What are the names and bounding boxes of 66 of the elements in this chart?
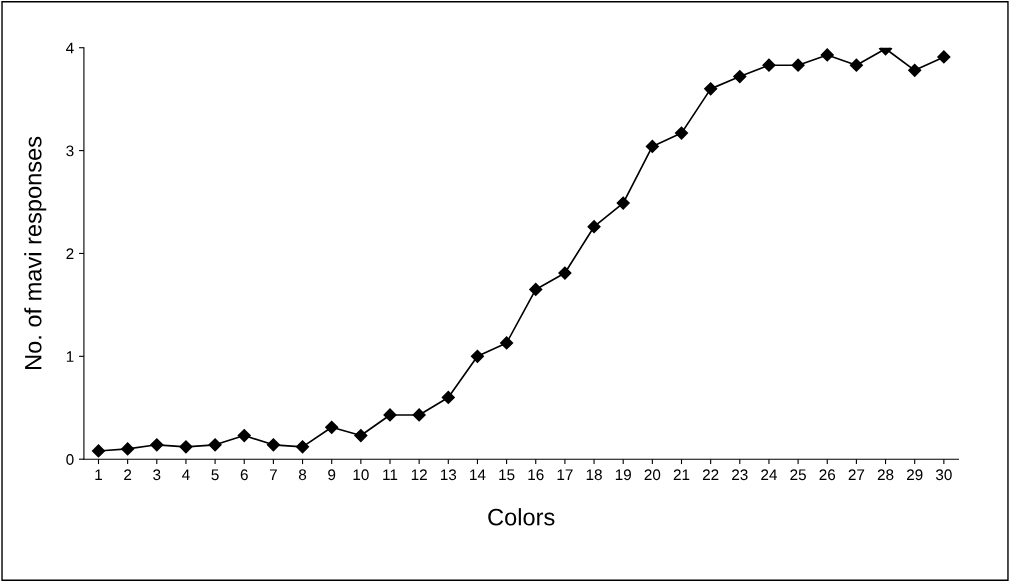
point xyxy=(237,428,251,443)
point xyxy=(558,266,572,280)
x-tick-label: 1 xyxy=(95,469,102,480)
point xyxy=(354,428,368,443)
y-tick-label: 4 xyxy=(66,42,74,54)
point xyxy=(762,58,776,72)
x-tick-label: 15 xyxy=(499,469,515,481)
point xyxy=(849,58,863,72)
point xyxy=(733,69,747,84)
point xyxy=(791,58,805,72)
x-tick-label: 23 xyxy=(732,469,748,481)
point xyxy=(295,440,310,454)
y-tick-label: 2 xyxy=(66,248,74,259)
point xyxy=(325,420,339,434)
x-tick-label: 12 xyxy=(411,469,427,480)
point xyxy=(587,220,601,234)
point xyxy=(645,139,659,154)
x-tick-label: 13 xyxy=(440,469,457,481)
point xyxy=(121,442,135,456)
x-tick-label: 7 xyxy=(269,469,277,480)
y-tick-label: 0 xyxy=(66,454,74,465)
x-tick-label: 8 xyxy=(298,469,307,481)
y-tick-label: 1 xyxy=(66,351,74,362)
point xyxy=(937,50,951,64)
point xyxy=(470,349,485,363)
x-tick-label: 9 xyxy=(328,469,336,481)
x-tick-label: 24 xyxy=(761,469,777,480)
point xyxy=(674,126,689,140)
x-tick-label: 2 xyxy=(124,469,132,480)
y-axis-title: No. of mavi responses xyxy=(24,136,47,369)
point xyxy=(704,82,718,96)
point xyxy=(529,282,543,297)
x-tick-label: 14 xyxy=(470,469,486,480)
x-tick-label: 29 xyxy=(906,469,923,481)
x-axis-title: Colors xyxy=(488,508,555,526)
point xyxy=(616,196,630,210)
x-tick-label: 6 xyxy=(240,469,248,481)
x-tick-label: 25 xyxy=(790,469,806,481)
x-tick-label: 16 xyxy=(528,469,544,481)
x-tick-label: 21 xyxy=(673,469,690,480)
x-tick-label: 17 xyxy=(557,469,573,480)
point xyxy=(820,48,834,62)
point xyxy=(441,390,455,405)
x-tick-label: 4 xyxy=(182,469,190,480)
point xyxy=(266,438,280,452)
x-tick-label: 5 xyxy=(211,469,219,481)
point xyxy=(412,408,426,422)
point xyxy=(91,444,106,458)
x-tick-label: 18 xyxy=(586,469,602,481)
x-tick-label: 26 xyxy=(819,469,836,481)
x-tick-label: 19 xyxy=(615,469,631,481)
y-tick-label: 3 xyxy=(66,145,74,157)
x-tick-label: 20 xyxy=(644,469,661,481)
point xyxy=(383,408,397,422)
x-tick-label: 27 xyxy=(848,469,865,480)
x-tick-label: 28 xyxy=(877,469,894,481)
point xyxy=(908,63,922,77)
point xyxy=(208,438,222,452)
point xyxy=(500,336,514,350)
x-tick-label: 3 xyxy=(153,469,161,481)
x-tick-label: 30 xyxy=(935,469,952,481)
x-tick-label: 22 xyxy=(702,469,719,480)
x-tick-label: 10 xyxy=(353,469,369,481)
x-tick-label: 11 xyxy=(383,469,398,480)
point xyxy=(179,440,193,454)
point xyxy=(150,438,164,452)
